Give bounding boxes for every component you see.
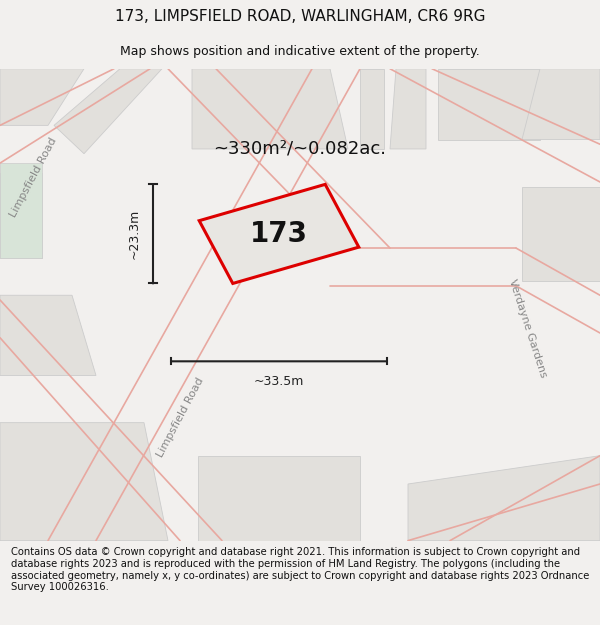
Text: Verdayne Gardens: Verdayne Gardens — [508, 278, 548, 379]
Text: Map shows position and indicative extent of the property.: Map shows position and indicative extent… — [120, 45, 480, 58]
Polygon shape — [54, 69, 162, 154]
Polygon shape — [390, 69, 426, 149]
Polygon shape — [522, 69, 600, 139]
Polygon shape — [360, 69, 384, 149]
Polygon shape — [0, 69, 84, 126]
Polygon shape — [408, 456, 600, 541]
Text: 173, LIMPSFIELD ROAD, WARLINGHAM, CR6 9RG: 173, LIMPSFIELD ROAD, WARLINGHAM, CR6 9R… — [115, 9, 485, 24]
Polygon shape — [438, 69, 540, 139]
Polygon shape — [198, 456, 360, 541]
Text: ~33.5m: ~33.5m — [254, 374, 304, 388]
Polygon shape — [199, 184, 359, 284]
Polygon shape — [0, 173, 42, 258]
Polygon shape — [0, 422, 168, 541]
Text: Limpsfield Road: Limpsfield Road — [8, 136, 58, 219]
Polygon shape — [0, 295, 96, 376]
Text: 173: 173 — [250, 220, 308, 248]
Text: Limpsfield Road: Limpsfield Road — [155, 376, 205, 459]
Polygon shape — [0, 163, 42, 258]
Polygon shape — [192, 69, 348, 149]
Text: ~23.3m: ~23.3m — [127, 209, 140, 259]
Text: Contains OS data © Crown copyright and database right 2021. This information is : Contains OS data © Crown copyright and d… — [11, 548, 589, 592]
Text: ~330m²/~0.082ac.: ~330m²/~0.082ac. — [214, 140, 386, 158]
Polygon shape — [522, 187, 600, 281]
